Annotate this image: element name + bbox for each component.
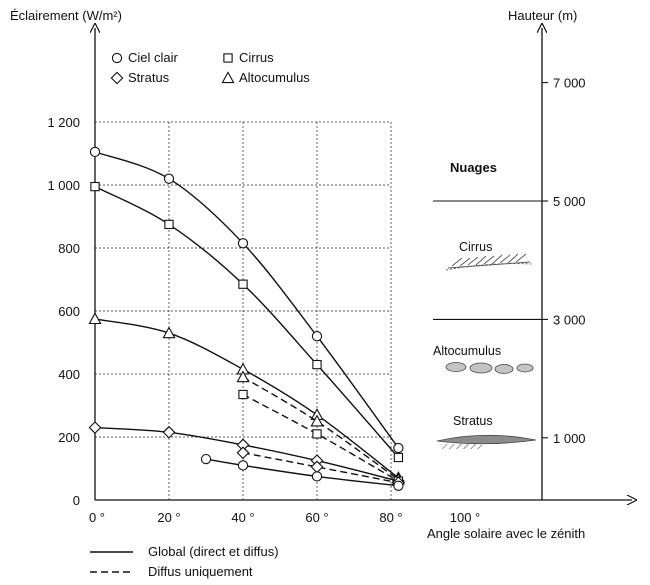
data-point	[237, 460, 249, 471]
legend-label: Cirrus	[239, 50, 274, 65]
x-tick-label: 80 °	[379, 510, 402, 525]
data-point	[162, 425, 176, 439]
data-point	[236, 370, 250, 383]
cloud-label: Altocumulus	[433, 344, 501, 358]
x-tick-label: 40 °	[231, 510, 254, 525]
x-tick-label: 0 °	[89, 510, 105, 525]
data-point	[163, 173, 175, 184]
y-tick-label: 200	[58, 430, 80, 445]
line-legend: Global (direct et diffus) Diffus uniqueme…	[90, 544, 279, 579]
clouds-title: Nuages	[450, 160, 497, 175]
legend-label: Diffus uniquement	[148, 564, 253, 579]
data-point	[393, 452, 404, 463]
data-point	[200, 453, 212, 465]
series-line	[94, 151, 399, 449]
series-square-dashed	[238, 389, 404, 486]
x-tick-label: 20 °	[157, 510, 180, 525]
x-axis-title: Angle solaire avec le zénith	[427, 526, 585, 541]
x-tick-label: 100 °	[450, 510, 481, 525]
right-tick-label: 5 000	[553, 194, 586, 209]
right-tick-label: 1 000	[553, 431, 586, 446]
series-line	[205, 458, 399, 487]
legend-label: Global (direct et diffus)	[148, 544, 279, 559]
legend-label: Altocumulus	[239, 70, 310, 85]
data-point	[90, 181, 100, 192]
y-tick-labels: 0 200 400 600 800 1 000 1 200	[47, 115, 80, 508]
y-axis-title: Éclairement (W/m²)	[10, 8, 122, 23]
data-point	[164, 219, 174, 230]
cloud-label: Cirrus	[459, 240, 492, 254]
data-point	[311, 471, 323, 482]
marker-legend: Ciel clair Cirrus Stratus Altocumulus	[110, 50, 310, 85]
x-tick-label: 60 °	[305, 510, 328, 525]
data-point	[88, 312, 102, 325]
series-group	[88, 146, 405, 491]
data-point	[310, 414, 324, 427]
data-point	[238, 279, 248, 289]
stratus-cloud-drawing	[436, 434, 537, 449]
data-point	[393, 480, 404, 491]
legend-marker-square	[223, 53, 233, 63]
data-point	[312, 359, 322, 370]
legend-marker-triangle	[221, 71, 235, 84]
y-tick-label: 800	[58, 241, 80, 256]
legend-marker-circle	[111, 52, 123, 64]
right-tick-label: 3 000	[553, 312, 586, 327]
data-point	[393, 442, 404, 454]
y-tick-label: 400	[58, 367, 80, 382]
x-tick-labels: 0 ° 20 ° 40 ° 60 ° 80 ° 100 °	[89, 510, 480, 525]
altocumulus-cloud-drawing	[445, 362, 534, 374]
series-square-solid	[90, 181, 404, 463]
y-tick-label: 600	[58, 304, 80, 319]
y-tick-label: 1 000	[47, 178, 80, 193]
data-point	[88, 421, 102, 434]
data-point	[236, 446, 250, 460]
data-point	[238, 389, 248, 400]
cirrus-cloud-drawing	[445, 253, 533, 271]
y-tick-label: 0	[73, 493, 80, 508]
right-axis-title: Hauteur (m)	[508, 8, 577, 23]
data-point	[89, 146, 101, 158]
series-line	[242, 376, 399, 481]
right-tick-label: 7 000	[553, 76, 586, 91]
data-point	[237, 238, 249, 249]
data-point	[162, 326, 176, 339]
data-point	[312, 429, 322, 439]
cloud-label: Stratus	[453, 414, 493, 428]
series-line	[94, 185, 399, 458]
series-circle-solid	[89, 146, 404, 454]
cloud-drawings	[436, 253, 537, 449]
y-tick-label: 1 200	[47, 115, 80, 130]
series-circle-solid	[200, 453, 404, 491]
legend-marker-diamond	[110, 71, 124, 85]
legend-label: Stratus	[128, 70, 170, 85]
legend-label: Ciel clair	[128, 50, 179, 65]
data-point	[311, 331, 323, 342]
